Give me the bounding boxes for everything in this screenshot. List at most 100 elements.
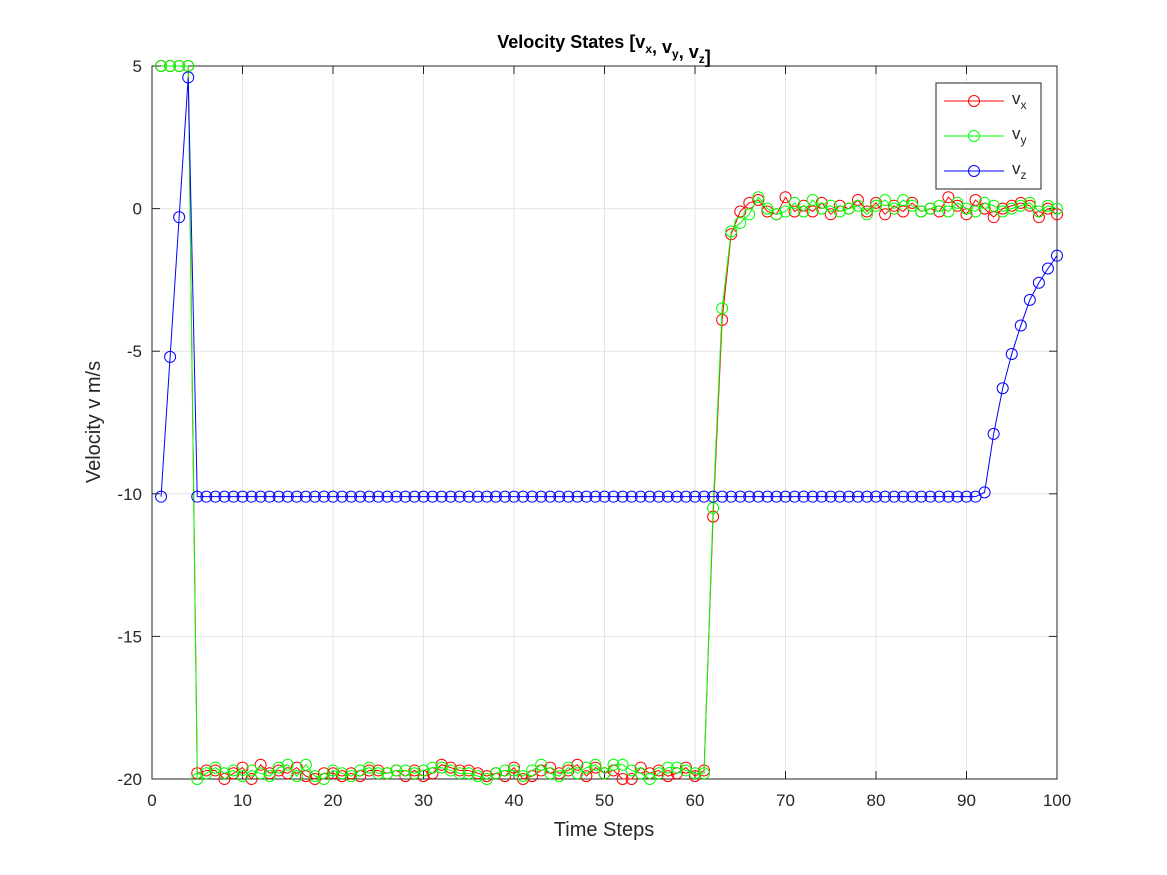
data-point <box>245 773 258 785</box>
data-point <box>743 208 756 221</box>
data-point <box>345 767 358 780</box>
data-point <box>906 199 919 212</box>
data-point <box>1041 262 1054 275</box>
data-point <box>227 764 240 777</box>
data-point <box>209 764 222 777</box>
data-point <box>480 773 493 785</box>
data-point <box>417 490 430 503</box>
data-point <box>860 205 873 218</box>
data-point <box>824 199 837 212</box>
y-tick-label: -15 <box>117 627 142 646</box>
data-point <box>517 773 530 785</box>
data-point <box>444 761 457 774</box>
data-point <box>363 761 376 774</box>
data-point <box>281 767 294 780</box>
data-point <box>390 764 403 777</box>
data-point <box>480 770 493 783</box>
data-point <box>625 764 638 777</box>
data-point <box>227 490 240 503</box>
data-point <box>670 761 683 774</box>
data-point <box>978 486 991 499</box>
data-point <box>987 427 1000 440</box>
data-point <box>752 191 765 204</box>
data-point <box>969 205 982 218</box>
data-point <box>580 490 593 503</box>
data-point <box>933 199 946 212</box>
data-point <box>435 761 448 774</box>
data-point <box>761 205 774 218</box>
data-point <box>860 208 873 221</box>
data-point <box>589 761 602 774</box>
y-tick-label: 5 <box>133 57 142 76</box>
data-point <box>281 758 294 771</box>
data-point <box>426 490 439 503</box>
data-point <box>508 764 520 777</box>
data-point <box>788 196 801 209</box>
data-point <box>752 194 765 207</box>
data-point <box>336 490 349 503</box>
data-point <box>942 490 955 503</box>
data-point <box>489 490 502 503</box>
data-point <box>498 764 511 777</box>
data-point <box>634 490 647 503</box>
data-point <box>164 350 177 363</box>
data-point <box>870 199 882 212</box>
data-point <box>960 490 973 503</box>
data-point <box>508 490 520 503</box>
data-point <box>942 205 955 218</box>
data-point <box>851 199 864 212</box>
y-tick-label: -10 <box>117 485 142 504</box>
data-point <box>888 202 901 215</box>
data-point <box>173 60 186 72</box>
data-point <box>236 761 249 774</box>
data-point <box>707 490 720 503</box>
data-point <box>842 490 855 503</box>
data-point <box>290 490 303 503</box>
data-point <box>987 199 1000 212</box>
data-point <box>679 490 692 503</box>
series-line <box>161 65 1058 780</box>
data-point <box>191 773 204 785</box>
data-point <box>652 490 665 503</box>
data-point <box>562 490 575 503</box>
data-point <box>1014 319 1027 332</box>
data-point <box>381 490 394 503</box>
data-point <box>462 490 475 503</box>
data-point <box>308 773 321 785</box>
data-point <box>254 767 267 780</box>
data-point <box>679 764 692 777</box>
data-point <box>842 202 855 215</box>
data-point <box>290 761 303 774</box>
data-point <box>281 490 294 503</box>
data-point <box>743 490 756 503</box>
x-tick-label: 30 <box>414 791 433 810</box>
data-point <box>815 490 828 503</box>
data-point <box>698 767 711 780</box>
data-point <box>689 770 701 783</box>
data-point <box>327 490 339 503</box>
data-point <box>254 758 267 771</box>
data-point <box>616 758 629 771</box>
data-point <box>625 773 638 785</box>
data-point <box>426 761 439 774</box>
data-point <box>960 202 973 215</box>
data-point <box>399 490 412 503</box>
data-point <box>752 490 765 503</box>
data-point <box>571 758 584 771</box>
data-point <box>517 490 530 503</box>
data-point <box>616 490 629 503</box>
data-point <box>734 216 747 229</box>
data-point <box>227 767 240 780</box>
data-point <box>245 490 258 503</box>
data-point <box>363 490 376 503</box>
data-point <box>860 490 873 503</box>
data-point <box>245 764 258 777</box>
data-point <box>354 490 367 503</box>
data-point <box>272 490 285 503</box>
data-point <box>652 764 665 777</box>
legend-marker <box>968 95 980 107</box>
data-point <box>200 767 213 780</box>
data-point <box>824 208 837 221</box>
data-point <box>1051 202 1063 215</box>
